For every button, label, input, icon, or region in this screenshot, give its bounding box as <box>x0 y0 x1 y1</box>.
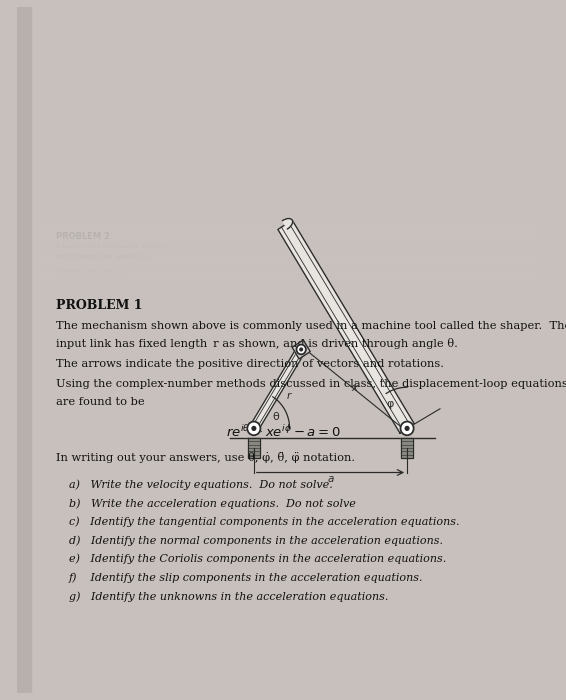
Text: A four-bar link mechanism shown...: A four-bar link mechanism shown... <box>57 244 168 249</box>
Text: φ: φ <box>387 399 394 409</box>
Polygon shape <box>292 340 310 359</box>
Text: a: a <box>327 475 334 484</box>
Text: In writing out your answers, use θ̇, φ̇, θ̈, φ̈ notation.: In writing out your answers, use θ̇, φ̇,… <box>57 452 355 463</box>
Circle shape <box>401 421 414 435</box>
Text: are found to be: are found to be <box>57 397 145 407</box>
Text: The arrows indicate the positive direction of vectors and rotations.: The arrows indicate the positive directi… <box>57 359 444 369</box>
Polygon shape <box>401 438 413 458</box>
Text: x: x <box>351 384 357 393</box>
Polygon shape <box>17 7 31 693</box>
Text: input link has fixed length  r as shown, and is driven through angle θ.: input link has fixed length r as shown, … <box>57 338 458 349</box>
Text: r: r <box>286 391 291 401</box>
Text: g)   Identify the unknowns in the acceleration equations.: g) Identify the unknowns in the accelera… <box>68 591 388 601</box>
Text: The mechanism shown above is commonly used in a machine tool called the shaper. : The mechanism shown above is commonly us… <box>57 321 566 330</box>
Text: b)   Write the acceleration equations.  Do not solve: b) Write the acceleration equations. Do … <box>68 498 355 508</box>
Text: θ: θ <box>273 412 280 421</box>
Text: c)   Identify the tangential components in the acceleration equations.: c) Identify the tangential components in… <box>68 517 459 527</box>
Text: Using the loop closure...: Using the loop closure... <box>57 270 132 274</box>
Text: d)   Identify the normal components in the acceleration equations.: d) Identify the normal components in the… <box>68 536 443 546</box>
Circle shape <box>247 421 260 435</box>
Circle shape <box>252 426 256 430</box>
Polygon shape <box>278 220 414 433</box>
Text: Using the complex-number methods discussed in class, the displacement-loop equat: Using the complex-number methods discuss… <box>57 379 566 389</box>
Circle shape <box>297 344 306 354</box>
Text: PROBLEM 1: PROBLEM 1 <box>57 299 143 312</box>
Text: the following data applies to...: the following data applies to... <box>57 254 152 259</box>
Text: f)    Identify the slip components in the acceleration equations.: f) Identify the slip components in the a… <box>68 573 423 583</box>
Text: $re^{i\theta}-xe^{i\phi}-a=0$: $re^{i\theta}-xe^{i\phi}-a=0$ <box>226 424 340 440</box>
Circle shape <box>405 426 409 430</box>
Polygon shape <box>248 438 259 458</box>
Text: e)   Identify the Coriolis components in the acceleration equations.: e) Identify the Coriolis components in t… <box>68 554 446 564</box>
Circle shape <box>300 348 302 351</box>
Text: PROBLEM 2: PROBLEM 2 <box>57 232 110 241</box>
Text: a)   Write the velocity equations.  Do not solve.: a) Write the velocity equations. Do not … <box>68 480 332 490</box>
Polygon shape <box>250 347 305 431</box>
Polygon shape <box>282 218 293 229</box>
